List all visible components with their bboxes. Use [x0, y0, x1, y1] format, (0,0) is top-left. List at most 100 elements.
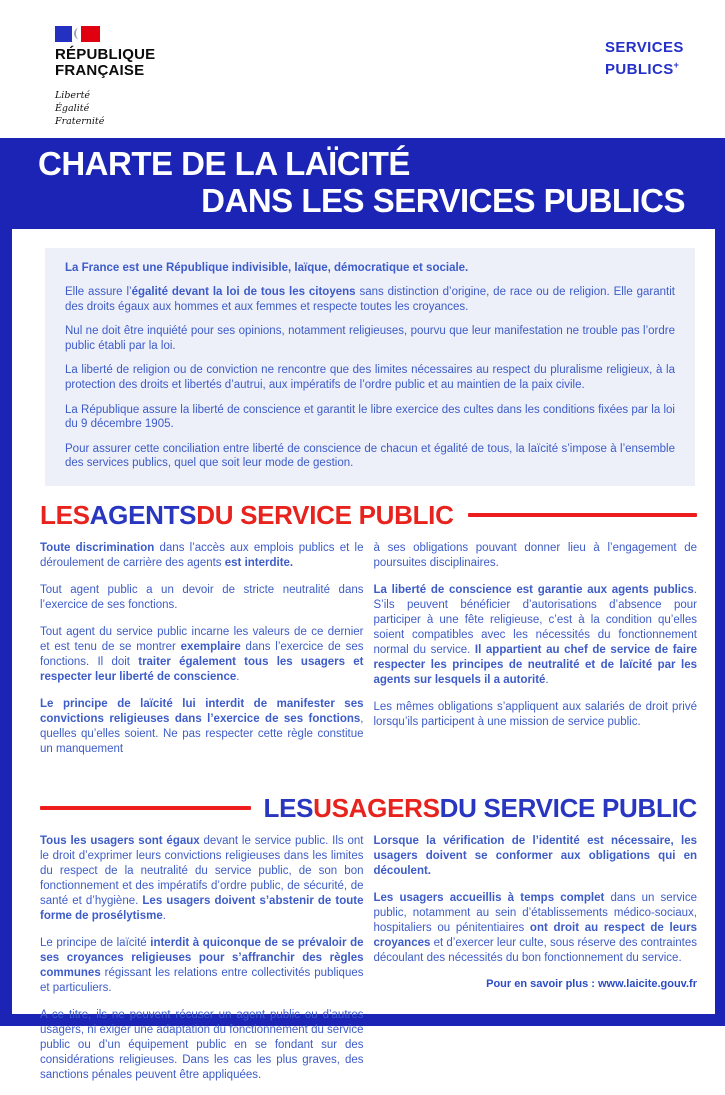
text-run: .	[236, 670, 240, 683]
usagers-heading-part-1: LES	[263, 792, 314, 823]
text-run: ont droit au respect de leurs croyances	[373, 921, 698, 949]
text-run: exemplaire	[180, 640, 241, 653]
paragraph: Elle assure l’égalité devant la loi de t…	[65, 285, 675, 315]
text-run: A ce titre, ils ne peuvent récuser un ag…	[40, 1008, 364, 1081]
text-run: est interdite.	[224, 556, 294, 569]
text-run: et d’exercer leur culte, sous réserve de…	[373, 936, 698, 964]
republique-line2: FRANÇAISE	[55, 61, 145, 79]
flag-blue-block	[55, 26, 72, 42]
paragraph: La République assure la liberté de consc…	[65, 403, 675, 433]
republique-francaise-logo: RÉPUBLIQUE FRANÇAISE Liberté Égalité Fra…	[55, 26, 155, 128]
text-run: . S’ils peuvent bénéficier d’autorisatio…	[373, 583, 698, 656]
paragraph: Les mêmes obligations s’appliquent aux s…	[374, 700, 698, 730]
agents-heading-part-2: AGENTS	[89, 499, 197, 530]
text-run: dans un service public, notamment au sei…	[373, 891, 698, 934]
footer-more-info: Pour en savoir plus : www.laicite.gouv.f…	[486, 978, 697, 990]
agents-column-right: à ses obligations pouvant donner lieu à …	[374, 541, 698, 769]
text-run: Le principe de laïcité lui interdit de m…	[40, 697, 364, 725]
services-publics-plus-logo: SERVICES PUBLICS+	[605, 39, 684, 78]
agents-heading-part-3: DU SERVICE PUBLIC	[196, 499, 454, 530]
text-run: devant le service public. Ils ont le dro…	[40, 834, 364, 907]
motto: Liberté Égalité Fraternité	[55, 89, 155, 128]
motto-egalite: Égalité	[55, 103, 90, 114]
banner-title-line2: DANS LES SERVICES PUBLICS	[201, 182, 685, 219]
text-run: Les mêmes obligations s’appliquent aux s…	[373, 700, 698, 728]
agents-heading: LES AGENTS DU SERVICE PUBLIC	[40, 500, 697, 530]
page-header: RÉPUBLIQUE FRANÇAISE Liberté Égalité Fra…	[0, 0, 725, 138]
text-run: Pour assurer cette conciliation entre li…	[65, 442, 675, 470]
text-run: Tout agent public a un devoir de stricte…	[40, 583, 364, 611]
services-publics-plus: +	[673, 59, 680, 70]
text-run: interdit à quiconque de se prévaloir de …	[40, 936, 364, 979]
agents-column-left: Toute discrimination dans l’accès aux em…	[40, 541, 364, 769]
paragraph: Le principe de laïcité interdit à quicon…	[40, 936, 364, 996]
text-run: Nul ne doit être inquiété pour ses opini…	[65, 325, 675, 353]
services-publics-line2: PUBLICS+	[605, 57, 684, 79]
text-run: Elle assure l’	[65, 286, 132, 299]
usagers-heading-part-2: USAGERS	[313, 792, 440, 823]
text-run: , quelles qu’elles soient. Ne pas respec…	[40, 712, 364, 755]
text-run: Le principe de laïcité	[40, 936, 151, 949]
paragraph: Pour assurer cette conciliation entre li…	[65, 442, 675, 472]
text-run: La liberté de conscience est garantie au…	[373, 583, 694, 596]
text-run: à ses obligations pouvant donner lieu à …	[373, 541, 698, 569]
content-frame: La France est une République indivisible…	[0, 229, 725, 1081]
republique-line1: RÉPUBLIQUE	[55, 46, 156, 63]
text-run: dans l’exercice de ses fonctions. Il doi…	[40, 640, 364, 668]
text-run: La République assure la liberté de consc…	[65, 403, 675, 431]
title-banner: CHARTE DE LA LAÏCITÉ DANS LES SERVICES P…	[0, 138, 725, 229]
text-run: Il appartient au chef de service de fair…	[373, 643, 698, 686]
text-run: Toute discrimination	[40, 541, 155, 554]
section-usagers: LES USAGERS DU SERVICE PUBLIC Tous les u…	[40, 793, 697, 1095]
banner-title-line1: CHARTE DE LA LAÏCITÉ	[38, 145, 410, 182]
heading-rule	[467, 512, 697, 517]
agents-columns: Toute discrimination dans l’accès aux em…	[40, 541, 697, 769]
text-run: Les usagers accueillis à temps complet	[373, 891, 605, 904]
usagers-columns: Tous les usagers sont égaux devant le se…	[40, 834, 697, 1095]
text-run: .	[162, 909, 166, 922]
paragraph: Tout agent public a un devoir de stricte…	[40, 583, 364, 613]
services-publics-line1: SERVICES	[605, 39, 684, 56]
text-run: Lorsque la vérification de l’identité es…	[373, 834, 698, 877]
paragraph: Tous les usagers sont égaux devant le se…	[40, 834, 364, 924]
text-run: dans l’accès aux emplois publics et le d…	[40, 541, 364, 569]
paragraph: Les usagers accueillis à temps complet d…	[374, 891, 698, 966]
usagers-heading: LES USAGERS DU SERVICE PUBLIC	[40, 793, 697, 823]
footer-url-link[interactable]: www.laicite.gouv.fr	[597, 978, 697, 990]
paragraph: La liberté de religion ou de conviction …	[65, 363, 675, 393]
flag-marianne-swoosh	[72, 26, 81, 42]
text-run: régissant les relations entre collectivi…	[40, 966, 364, 994]
text-run: égalité devant la loi de tous les citoye…	[131, 286, 356, 299]
motto-liberte: Liberté	[55, 90, 91, 101]
section-agents: LES AGENTS DU SERVICE PUBLIC Toute discr…	[40, 500, 697, 769]
paragraph: Tout agent du service public incarne les…	[40, 625, 364, 685]
heading-rule	[40, 805, 252, 810]
paragraph: à ses obligations pouvant donner lieu à …	[374, 541, 698, 571]
paragraph: Lorsque la vérification de l’identité es…	[374, 834, 698, 879]
services-publics-word: PUBLICS	[605, 60, 674, 78]
intro-box: La France est une République indivisible…	[45, 248, 695, 486]
paragraph: Toute discrimination dans l’accès aux em…	[40, 541, 364, 571]
motto-fraternite: Fraternité	[55, 116, 105, 127]
republique-title: RÉPUBLIQUE FRANÇAISE	[55, 47, 155, 78]
paragraph: A ce titre, ils ne peuvent récuser un ag…	[40, 1008, 364, 1083]
text-run: traiter également tous les usagers et re…	[40, 655, 364, 683]
text-run: Les usagers doivent s’abstenir de toute …	[40, 894, 364, 922]
agents-heading-part-1: LES	[40, 499, 90, 530]
paragraph: Nul ne doit être inquiété pour ses opini…	[65, 324, 675, 354]
usagers-column-left: Tous les usagers sont égaux devant le se…	[40, 834, 364, 1095]
text-run: La liberté de religion ou de conviction …	[65, 364, 675, 392]
text-run: .	[545, 673, 549, 686]
text-run: Tout agent du service public incarne les…	[40, 625, 364, 653]
usagers-column-right: Lorsque la vérification de l’identité es…	[374, 834, 698, 1095]
paragraph: La France est une République indivisible…	[65, 261, 675, 276]
text-run: Tous les usagers sont égaux	[40, 834, 200, 847]
usagers-heading-part-3: DU SERVICE PUBLIC	[439, 792, 698, 823]
flag-red-block	[81, 26, 100, 42]
text-run: sans distinction d’origine, de race ou d…	[65, 286, 675, 314]
text-run: La France est une République indivisible…	[65, 262, 469, 274]
footer-label: Pour en savoir plus :	[486, 978, 598, 990]
french-flag-marianne-icon	[55, 26, 100, 42]
paragraph: Le principe de laïcité lui interdit de m…	[40, 697, 364, 757]
paragraph: La liberté de conscience est garantie au…	[374, 583, 698, 688]
